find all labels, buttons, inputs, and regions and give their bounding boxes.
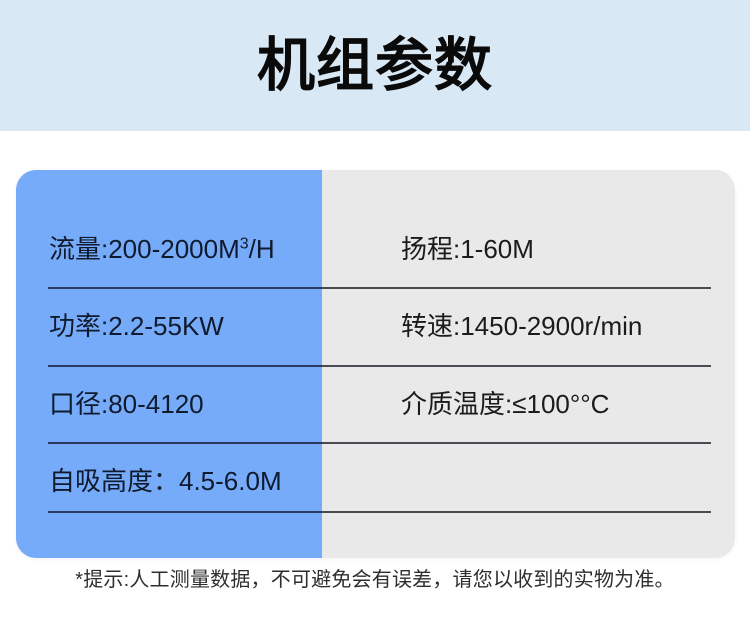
spec-medium-temperature: 介质温度:≤100°°C — [401, 388, 610, 419]
spec-cell-left: 流量:200-2000M3/H — [16, 210, 322, 288]
superscript-exponent: 3 — [239, 235, 249, 253]
spec-card-left-column — [16, 170, 322, 558]
spec-cell-right: 转速:1450-2900r/min — [322, 288, 735, 366]
spec-power: 功率:2.2-55KW — [49, 311, 224, 342]
row-divider — [48, 364, 711, 367]
row-divider — [48, 511, 711, 513]
spec-rows: 流量:200-2000M3/H 扬程:1-60M 功率:2.2-55KW 转速:… — [16, 170, 735, 558]
spec-cell-right — [322, 443, 735, 521]
table-row: 口径:80-4120 介质温度:≤100°°C — [16, 365, 735, 443]
spec-cell-left: 口径:80-4120 — [16, 365, 322, 443]
spec-cell-left: 功率:2.2-55KW — [16, 288, 322, 366]
spec-self-priming-height: 自吸高度：4.5-6.0M — [49, 466, 282, 497]
spec-cell-left: 自吸高度：4.5-6.0M — [16, 443, 322, 521]
row-divider — [48, 287, 711, 289]
row-divider-blue-segment — [48, 287, 322, 289]
page-title: 机组参数 — [256, 32, 493, 98]
header-band: 机组参数 — [0, 0, 750, 131]
table-row: 流量:200-2000M3/H 扬程:1-60M — [16, 210, 735, 288]
spec-rotation-speed: 转速:1450-2900r/min — [401, 311, 643, 342]
spec-cell-right: 扬程:1-60M — [322, 210, 735, 288]
spec-card-right-column — [322, 170, 735, 558]
row-divider — [48, 442, 711, 444]
row-divider-blue-segment — [48, 442, 322, 444]
spec-flow-rate: 流量:200-2000M3/H — [49, 233, 275, 264]
row-divider-blue-segment — [48, 511, 322, 513]
spec-cell-right: 介质温度:≤100°°C — [322, 365, 735, 443]
spec-head-lift: 扬程:1-60M — [401, 233, 534, 264]
footnote-disclaimer: *提示:人工测量数据，不可避免会有误差，请您以收到的实物为准。 — [75, 569, 675, 591]
row-divider-blue-segment — [48, 364, 322, 367]
spec-card: 流量:200-2000M3/H 扬程:1-60M 功率:2.2-55KW 转速:… — [16, 170, 735, 558]
table-row: 功率:2.2-55KW 转速:1450-2900r/min — [16, 288, 735, 366]
spec-bore-diameter: 口径:80-4120 — [49, 388, 204, 419]
table-row: 自吸高度：4.5-6.0M — [16, 443, 735, 521]
